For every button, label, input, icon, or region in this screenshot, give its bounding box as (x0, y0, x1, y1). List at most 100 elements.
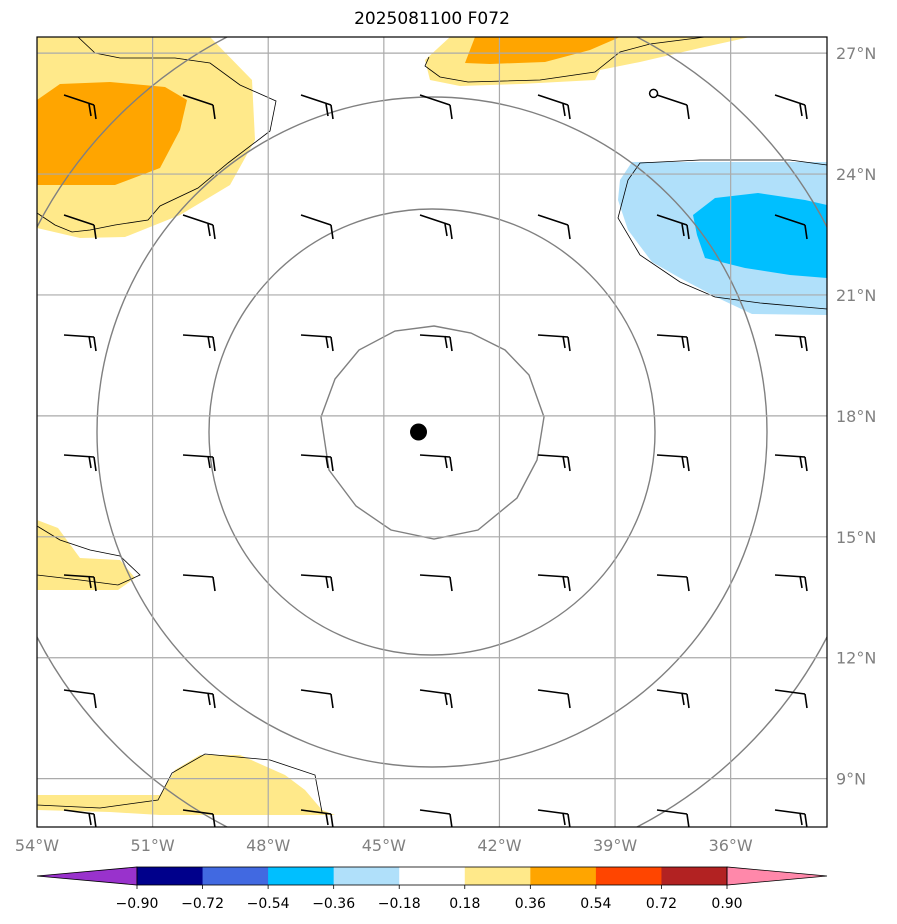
wind-barb (300, 689, 334, 709)
wind-barb (537, 334, 571, 352)
wind-barb (300, 334, 334, 352)
colorbar-segment (661, 867, 728, 885)
lon-tick-label: 51°W (131, 836, 175, 855)
storm-center-marker (410, 423, 428, 441)
lon-tick-label: 45°W (362, 836, 406, 855)
map-frame (36, 36, 828, 828)
colorbar-tick-label: −0.54 (247, 896, 290, 912)
wind-barb (774, 689, 808, 709)
map-title: 2025081100 F072 (354, 9, 510, 29)
lat-tick-label: 27°N (836, 44, 876, 63)
lon-tick-label: 42°W (477, 836, 521, 855)
colorbar-tick-label: 0.54 (580, 896, 611, 912)
wind-barb (419, 334, 453, 352)
wind-barb (63, 214, 97, 240)
zero-contours (37, 37, 827, 813)
wind-barb (182, 214, 216, 240)
lat-tick-label: 21°N (836, 286, 876, 305)
wind-barb (300, 574, 334, 592)
lon-tick-labels: 54°W 51°W 48°W 45°W 42°W 39°W 36°W (15, 836, 753, 855)
graticule (37, 37, 827, 827)
colorbar-segment (137, 867, 204, 885)
distance-ring (96, 96, 768, 768)
wind-barb (63, 454, 97, 472)
wind-barb (300, 94, 334, 120)
wind-barb (656, 94, 690, 120)
distance-ring (208, 208, 656, 656)
wind-barbs (63, 94, 808, 827)
colorbar-tick-label: 0.72 (646, 896, 677, 912)
wind-barb (419, 214, 453, 240)
wind-barb (537, 574, 571, 592)
colorbar-segment (530, 867, 597, 885)
colorbar-tick-label: −0.36 (312, 896, 355, 912)
wind-barb (182, 454, 216, 472)
wind-barb (537, 214, 571, 240)
shading-layer (37, 37, 827, 815)
wind-barb (419, 94, 453, 120)
shade-positive-mid (465, 37, 620, 64)
wind-barb (656, 689, 690, 709)
lat-tick-label: 24°N (836, 165, 876, 184)
colorbar-frame (136, 866, 728, 886)
colorbar: −0.90 −0.72 −0.54 −0.36 −0.18 0.18 0.36 0.54 0.7… (36, 866, 828, 912)
colorbar-tick-label: −0.72 (181, 896, 224, 912)
wind-barb (182, 574, 216, 592)
lat-tick-label: 18°N (836, 407, 876, 426)
lat-tick-label: 15°N (836, 528, 876, 547)
wind-barb (182, 94, 216, 120)
wind-barb (774, 574, 808, 592)
lon-tick-label: 39°W (593, 836, 637, 855)
colorbar-segment (333, 867, 400, 885)
wind-barb (419, 454, 453, 472)
colorbar-segment (595, 867, 662, 885)
wind-barb (774, 94, 808, 120)
colorbar-tick-label: −0.90 (116, 896, 159, 912)
shade-positive-low (37, 755, 335, 815)
wind-barb (537, 689, 571, 709)
wind-barb (182, 334, 216, 352)
shade-negative-mid (693, 193, 827, 278)
colorbar-tick-label: 0.90 (711, 896, 742, 912)
colorbar-segment (399, 867, 466, 885)
colorbar-extend-low (36, 866, 138, 886)
wind-barb (656, 454, 690, 472)
shade-positive-mid (37, 82, 187, 185)
shade-positive-low (37, 520, 135, 590)
wind-barb (774, 214, 808, 240)
wind-barb (63, 334, 97, 352)
wind-barb (656, 214, 690, 240)
markers (410, 88, 659, 441)
colorbar-tick-label: 0.36 (515, 896, 546, 912)
wind-barb (300, 809, 334, 827)
wind-barb (419, 689, 453, 709)
wind-barb (537, 94, 571, 120)
wind-barb (656, 574, 690, 592)
lat-tick-label: 12°N (836, 649, 876, 668)
wind-barb (300, 214, 334, 240)
wind-barb (656, 334, 690, 352)
colorbar-segment (268, 867, 335, 885)
colorbar-extend-high (726, 866, 828, 886)
wind-barb (182, 689, 216, 709)
wind-barb (63, 809, 97, 827)
lon-tick-label: 36°W (709, 836, 753, 855)
wind-barb (774, 809, 808, 827)
wind-barb (537, 454, 571, 472)
wind-barb (182, 809, 216, 827)
colorbar-segment (464, 867, 531, 885)
lat-tick-labels: 27°N 24°N 21°N 18°N 15°N 12°N 9°N (836, 44, 876, 789)
lon-tick-label: 48°W (246, 836, 290, 855)
wind-barb (419, 574, 453, 592)
colorbar-tick-label: 0.18 (449, 896, 480, 912)
colorbar-tick-label: −0.18 (378, 896, 421, 912)
open-circle-marker (648, 88, 659, 99)
wind-barb (656, 809, 690, 827)
wind-barb (63, 574, 97, 592)
wind-barb (63, 94, 97, 120)
wind-barb (63, 689, 97, 709)
wind-barb (774, 454, 808, 472)
colorbar-segment (202, 867, 269, 885)
wind-barb (537, 809, 571, 827)
